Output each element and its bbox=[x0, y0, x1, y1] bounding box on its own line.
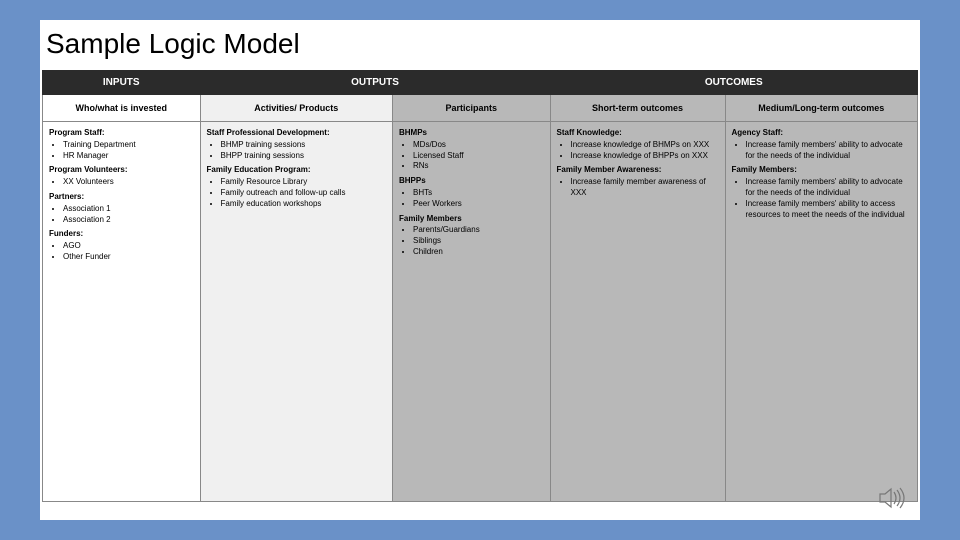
cell-bullet-item: Increase family members' ability to advo… bbox=[746, 177, 912, 199]
cell-bullet-item: BHPP training sessions bbox=[221, 151, 387, 162]
table-header-sub: Who/what is invested bbox=[43, 95, 201, 122]
cell-bullet-item: XX Volunteers bbox=[63, 177, 194, 188]
cell-bullet-list: BHTsPeer Workers bbox=[399, 188, 544, 210]
cell-bullet-list: Increase family members' ability to advo… bbox=[732, 177, 912, 220]
slide-title: Sample Logic Model bbox=[40, 20, 920, 70]
cell-bullet-list: BHMP training sessionsBHPP training sess… bbox=[207, 140, 387, 162]
cell-bullet-list: XX Volunteers bbox=[49, 177, 194, 188]
cell-bullet-list: Increase knowledge of BHMPs on XXXIncrea… bbox=[557, 140, 719, 162]
cell-bullet-item: Training Department bbox=[63, 140, 194, 151]
cell-bullet-item: RNs bbox=[413, 161, 544, 172]
table-header-sub: Activities/ Products bbox=[200, 95, 393, 122]
cell-bullet-item: Siblings bbox=[413, 236, 544, 247]
cell-bullet-item: Parents/Guardians bbox=[413, 225, 544, 236]
table-cell: BHMPsMDs/DosLicensed StaffRNs BHPPsBHTsPe… bbox=[393, 122, 551, 502]
cell-section-heading: Family Member Awareness: bbox=[557, 165, 719, 176]
cell-bullet-list: AGOOther Funder bbox=[49, 241, 194, 263]
cell-bullet-item: Family education workshops bbox=[221, 199, 387, 210]
cell-bullet-item: Association 2 bbox=[63, 215, 194, 226]
cell-bullet-list: Family Resource LibraryFamily outreach a… bbox=[207, 177, 387, 209]
cell-section-heading: BHMPs bbox=[399, 128, 544, 139]
table-header-sub: Short-term outcomes bbox=[550, 95, 725, 122]
table-header-sub: Participants bbox=[393, 95, 551, 122]
table-header-top: OUTPUTS bbox=[200, 71, 550, 95]
cell-section-heading: Program Volunteers: bbox=[49, 165, 194, 176]
logic-model-table-wrap: INPUTSOUTPUTSOUTCOMES Who/what is invest… bbox=[40, 70, 920, 502]
table-body-row: Program Staff:Training DepartmentHR Mana… bbox=[43, 122, 918, 502]
cell-bullet-item: Increase knowledge of BHPPs on XXX bbox=[571, 151, 719, 162]
table-header-sub-row: Who/what is investedActivities/ Products… bbox=[43, 95, 918, 122]
cell-section-heading: Partners: bbox=[49, 192, 194, 203]
cell-bullet-item: Increase family members' ability to acce… bbox=[746, 199, 912, 221]
slide-card: Sample Logic Model INPUTSOUTPUTSOUTCOMES… bbox=[40, 20, 920, 520]
cell-bullet-item: Increase family members' ability to advo… bbox=[746, 140, 912, 162]
cell-bullet-item: Increase knowledge of BHMPs on XXX bbox=[571, 140, 719, 151]
table-header-top: OUTCOMES bbox=[550, 71, 918, 95]
table-cell: Staff Knowledge:Increase knowledge of BH… bbox=[550, 122, 725, 502]
cell-bullet-item: AGO bbox=[63, 241, 194, 252]
cell-bullet-item: Peer Workers bbox=[413, 199, 544, 210]
cell-section-heading: Staff Professional Development: bbox=[207, 128, 387, 139]
cell-bullet-item: Increase family member awareness of XXX bbox=[571, 177, 719, 199]
cell-bullet-item: Children bbox=[413, 247, 544, 258]
cell-bullet-item: BHTs bbox=[413, 188, 544, 199]
cell-bullet-list: MDs/DosLicensed StaffRNs bbox=[399, 140, 544, 172]
cell-bullet-list: Training DepartmentHR Manager bbox=[49, 140, 194, 162]
cell-bullet-item: Association 1 bbox=[63, 204, 194, 215]
cell-bullet-item: MDs/Dos bbox=[413, 140, 544, 151]
table-header-top: INPUTS bbox=[43, 71, 201, 95]
cell-bullet-list: Association 1Association 2 bbox=[49, 204, 194, 226]
cell-bullet-item: Licensed Staff bbox=[413, 151, 544, 162]
table-cell: Agency Staff:Increase family members' ab… bbox=[725, 122, 918, 502]
cell-section-heading: Program Staff: bbox=[49, 128, 194, 139]
cell-bullet-list: Increase family member awareness of XXX bbox=[557, 177, 719, 199]
table-header-sub: Medium/Long-term outcomes bbox=[725, 95, 918, 122]
cell-section-heading: Family Members: bbox=[732, 165, 912, 176]
cell-bullet-item: HR Manager bbox=[63, 151, 194, 162]
cell-section-heading: Family Members bbox=[399, 214, 544, 225]
cell-bullet-list: Parents/GuardiansSiblingsChildren bbox=[399, 225, 544, 257]
cell-section-heading: Funders: bbox=[49, 229, 194, 240]
cell-bullet-item: Family Resource Library bbox=[221, 177, 387, 188]
cell-bullet-list: Increase family members' ability to advo… bbox=[732, 140, 912, 162]
cell-bullet-item: Other Funder bbox=[63, 252, 194, 263]
cell-section-heading: Staff Knowledge: bbox=[557, 128, 719, 139]
table-cell: Staff Professional Development:BHMP trai… bbox=[200, 122, 393, 502]
table-header-top-row: INPUTSOUTPUTSOUTCOMES bbox=[43, 71, 918, 95]
cell-bullet-item: BHMP training sessions bbox=[221, 140, 387, 151]
logic-model-table: INPUTSOUTPUTSOUTCOMES Who/what is invest… bbox=[42, 70, 918, 502]
audio-speaker-icon[interactable] bbox=[878, 486, 906, 510]
table-cell: Program Staff:Training DepartmentHR Mana… bbox=[43, 122, 201, 502]
cell-section-heading: Family Education Program: bbox=[207, 165, 387, 176]
cell-bullet-item: Family outreach and follow-up calls bbox=[221, 188, 387, 199]
cell-section-heading: Agency Staff: bbox=[732, 128, 912, 139]
cell-section-heading: BHPPs bbox=[399, 176, 544, 187]
